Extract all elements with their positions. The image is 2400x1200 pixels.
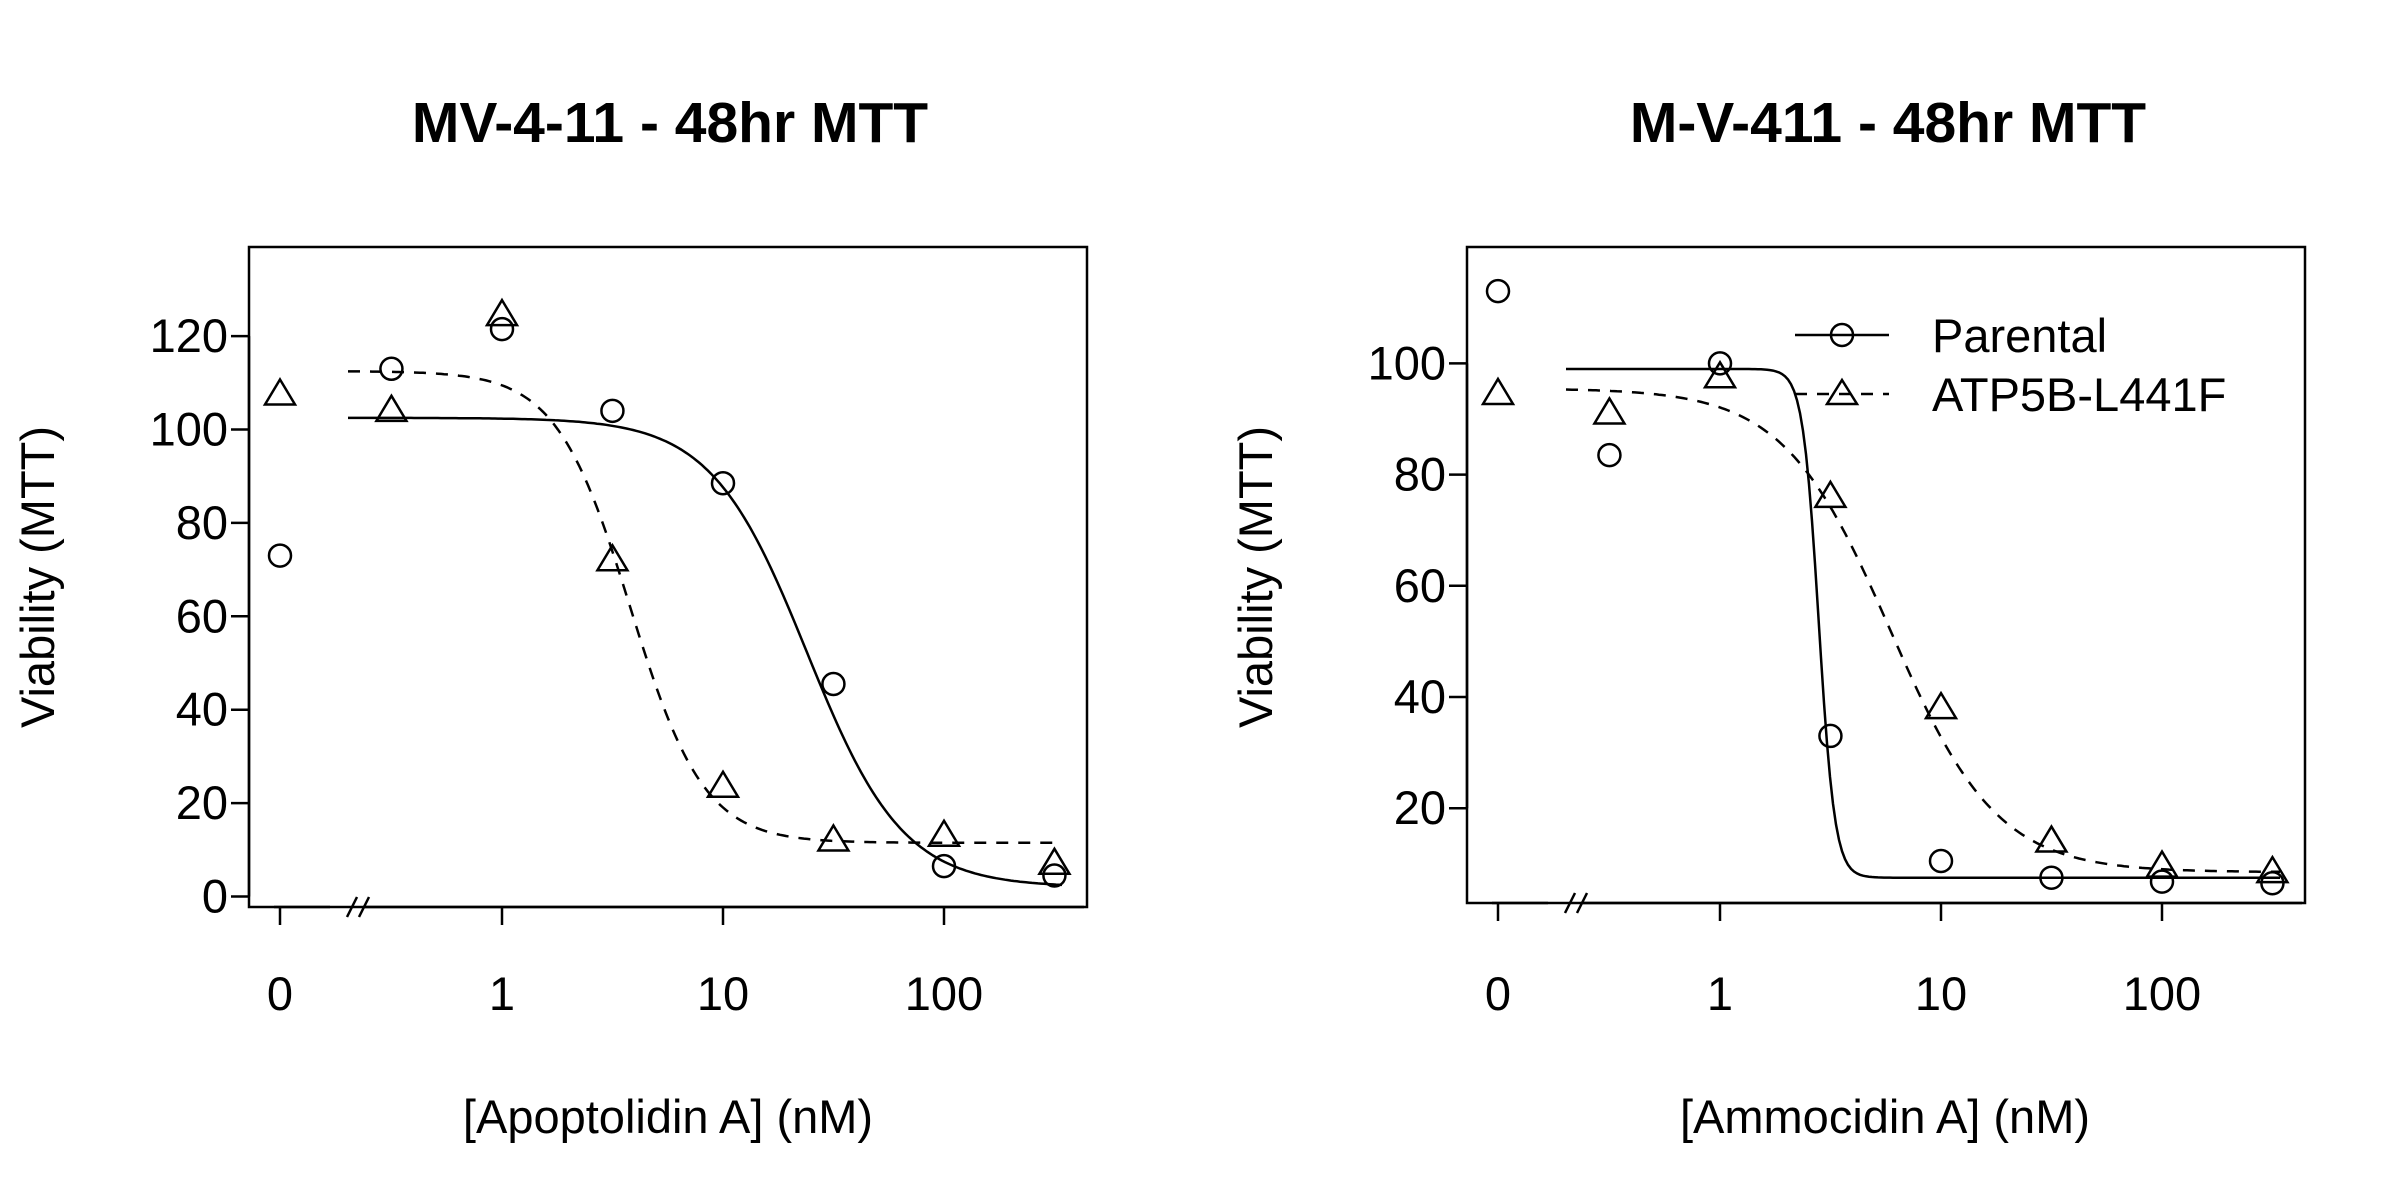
y-axis-label: Viability (MTT) — [1229, 426, 1282, 728]
data-point-triangle — [484, 297, 520, 327]
data-point-triangle — [1037, 846, 1072, 876]
data-point-triangle — [1702, 359, 1738, 389]
data-point-circle — [710, 470, 736, 496]
legend-label-mutant: ATP5B-L441F — [1932, 368, 2226, 421]
y-tick-label: 100 — [150, 403, 228, 456]
y-tick-label: 80 — [1394, 448, 1446, 501]
data-point-triangle — [262, 377, 298, 406]
y-tick-label: 40 — [1394, 670, 1446, 723]
data-point-triangle — [816, 823, 851, 852]
data-point-triangle — [1480, 376, 1516, 406]
fit-curve-triangle — [348, 370, 1062, 845]
data-points — [1480, 278, 2290, 896]
y-tick-label: 120 — [150, 309, 228, 362]
fit-curve-circle — [348, 416, 1063, 887]
x-axis-label: [Apoptolidin A] (nM) — [463, 1090, 873, 1143]
x-tick-label: 1 — [489, 967, 515, 1020]
data-point-circle — [2149, 869, 2175, 894]
plot-frame — [1465, 245, 2307, 905]
y-tick-label: 100 — [1368, 336, 1446, 389]
chart-panel-left: MV-4-11 - 48hr MTT 0 20 40 60 80 100 120 0 1 10 1… — [11, 91, 1089, 1143]
data-point-triangle — [2255, 854, 2290, 884]
x-tick-label: 0 — [267, 967, 293, 1020]
y-axis: 20 40 60 80 100 — [1368, 336, 1469, 834]
x-tick-label: 100 — [905, 967, 983, 1020]
x-axis: 0 1 10 100 — [267, 896, 1084, 1020]
x-tick-label: 0 — [1485, 967, 1511, 1020]
x-tick-label: 10 — [1915, 967, 1967, 1020]
data-point-circle — [1485, 278, 1511, 304]
axis-break-mark — [345, 896, 359, 918]
data-point-circle — [267, 543, 293, 568]
data-point-circle — [379, 356, 404, 382]
data-point-circle — [1042, 863, 1067, 888]
data-point-circle — [489, 316, 515, 342]
legend-marker-circle — [1829, 322, 1855, 348]
x-tick-label: 10 — [697, 967, 749, 1020]
data-point-circle — [1597, 442, 1622, 468]
y-tick-label: 20 — [176, 776, 228, 829]
data-point-triangle — [1592, 396, 1627, 425]
fit-curves — [348, 370, 1063, 887]
y-tick-label: 0 — [202, 870, 228, 923]
plot-frame — [247, 245, 1089, 909]
y-tick-label: 80 — [176, 496, 228, 549]
data-point-circle — [931, 853, 957, 879]
y-axis: 0 20 40 60 80 100 120 — [150, 309, 251, 923]
fit-curves — [1565, 367, 2280, 879]
x-axis-label: [Ammocidin A] (nM) — [1680, 1090, 2090, 1143]
data-point-triangle — [1923, 690, 1959, 720]
data-point-circle — [2039, 865, 2064, 890]
data-point-circle — [821, 671, 846, 697]
data-point-triangle — [595, 542, 630, 572]
chart-title: M-V-411 - 48hr MTT — [1630, 91, 2146, 155]
data-point-triangle — [2144, 849, 2180, 878]
data-points — [262, 297, 1072, 888]
data-point-circle — [1707, 351, 1733, 376]
y-tick-label: 20 — [1394, 781, 1446, 834]
y-tick-label: 60 — [176, 589, 228, 642]
data-point-circle — [600, 398, 625, 424]
x-tick-label: 100 — [2123, 967, 2201, 1020]
x-tick-label: 1 — [1707, 967, 1733, 1020]
x-axis: 0 1 10 100 — [1485, 892, 2302, 1020]
legend: Parental ATP5B-L441F — [1795, 309, 2226, 421]
data-point-triangle — [2034, 824, 2069, 853]
legend-label-parental: Parental — [1932, 309, 2107, 362]
legend-marker-triangle — [1824, 377, 1860, 406]
y-axis-label: Viability (MTT) — [11, 426, 64, 728]
chart-title: MV-4-11 - 48hr MTT — [412, 91, 928, 155]
data-point-triangle — [374, 393, 409, 423]
data-point-circle — [1818, 723, 1843, 749]
data-point-circle — [1928, 848, 1954, 874]
data-point-triangle — [705, 769, 741, 799]
data-point-triangle — [1813, 479, 1848, 509]
data-point-triangle — [926, 818, 962, 848]
fit-curve-triangle — [1565, 388, 2280, 874]
y-tick-label: 40 — [176, 683, 228, 736]
axis-break-mark — [1563, 892, 1577, 914]
chart-panel-right: M-V-411 - 48hr MTT 20 40 60 80 100 0 1 10 100 [… — [1229, 91, 2307, 1143]
y-tick-label: 60 — [1394, 559, 1446, 612]
fit-curve-circle — [1566, 367, 2280, 879]
